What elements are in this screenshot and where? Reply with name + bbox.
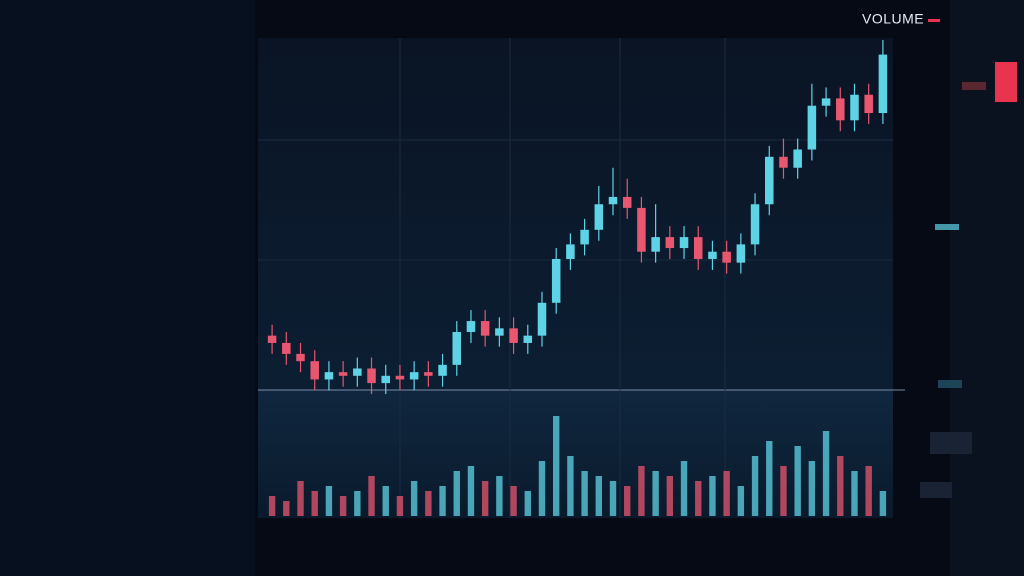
candle-body bbox=[282, 342, 291, 354]
candle-body bbox=[324, 372, 334, 380]
left-blur-panel bbox=[0, 0, 255, 576]
candle-body bbox=[480, 321, 490, 336]
layout-grid bbox=[258, 38, 905, 518]
candle-body bbox=[310, 361, 319, 380]
candle-body bbox=[381, 375, 390, 384]
side-box bbox=[920, 482, 952, 498]
candle-body bbox=[495, 328, 504, 336]
candle-body bbox=[651, 237, 660, 252]
title-marker bbox=[928, 19, 940, 22]
candle-body bbox=[409, 372, 419, 380]
side-tag bbox=[938, 380, 962, 388]
candle-body bbox=[608, 196, 618, 205]
candle-body bbox=[424, 372, 433, 376]
candle-body bbox=[523, 335, 533, 343]
candle-body bbox=[693, 237, 703, 259]
candle-body bbox=[821, 98, 831, 106]
candle-body bbox=[765, 156, 774, 205]
candle-body bbox=[722, 251, 731, 263]
candle-body bbox=[637, 207, 646, 252]
candle-body bbox=[353, 368, 362, 376]
candle-body bbox=[438, 364, 447, 376]
side-slider bbox=[935, 224, 959, 230]
candle-body bbox=[807, 105, 817, 150]
candle-body bbox=[566, 244, 575, 259]
volume-panel bbox=[258, 390, 893, 518]
candle-body bbox=[395, 375, 405, 380]
side-indicator bbox=[995, 62, 1017, 102]
candle-body bbox=[622, 196, 632, 208]
candle-body bbox=[836, 98, 845, 121]
candle-body bbox=[452, 332, 462, 365]
candle-body bbox=[338, 372, 348, 376]
candle-body bbox=[878, 54, 888, 113]
candle-body bbox=[580, 229, 589, 245]
candle-body bbox=[537, 302, 547, 336]
candle-body bbox=[594, 204, 604, 230]
side-box bbox=[930, 432, 972, 454]
candle-body bbox=[793, 149, 802, 168]
candle-body bbox=[367, 368, 376, 384]
candle-body bbox=[850, 94, 859, 121]
candle-body bbox=[296, 353, 305, 362]
candle-body bbox=[665, 237, 675, 249]
candle-body bbox=[267, 335, 277, 343]
candle-body bbox=[679, 237, 689, 249]
candle-body bbox=[551, 259, 561, 303]
candle-body bbox=[750, 204, 760, 245]
candle-body bbox=[708, 251, 717, 259]
candle-body bbox=[736, 244, 746, 263]
candle-body bbox=[466, 321, 476, 332]
candle-body bbox=[864, 94, 873, 113]
chart-title: VOLUME bbox=[862, 11, 924, 27]
candle-body bbox=[509, 328, 518, 343]
side-button bbox=[962, 82, 986, 90]
candle-body bbox=[779, 156, 788, 168]
